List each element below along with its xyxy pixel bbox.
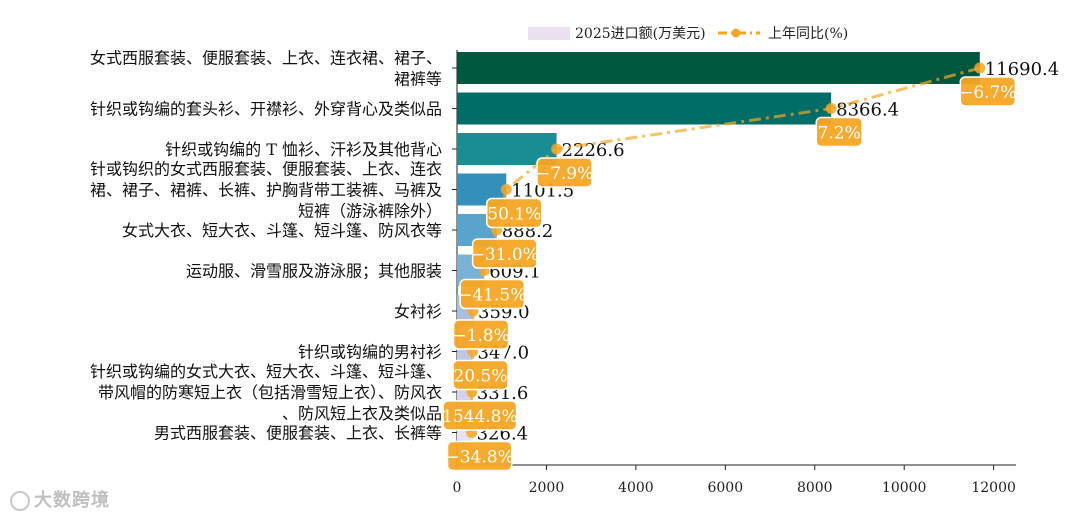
category-label: 带风帽的防寒短上衣（包括滑雪短上衣）、防风衣 bbox=[98, 383, 442, 402]
yoy-label-box bbox=[459, 278, 526, 310]
category-label: 女式大衣、短大衣、斗篷、短斗篷、防风衣等 bbox=[122, 221, 442, 240]
legend-marker-yoy bbox=[731, 28, 741, 38]
bar-value-label: 8366.4 bbox=[836, 100, 899, 121]
category-labels: 女式西服套装、便服套装、上衣、连衣裙、裙子、裙裤等针织或钩编的套头衫、开襟衫、外… bbox=[90, 49, 442, 443]
yoy-label: 20.5% bbox=[454, 367, 508, 387]
category-label: 女衬衫 bbox=[394, 302, 442, 321]
category-label: 女式西服套装、便服套装、上衣、连衣裙、裙子、 bbox=[90, 49, 442, 68]
x-tick-label: 0 bbox=[453, 480, 462, 496]
category-label: 裙、裙子、裙裤、长裤、护胸背带工装裤、马裤及 bbox=[90, 181, 442, 200]
yoy-label: −7.9% bbox=[536, 164, 593, 184]
yoy-marker bbox=[974, 62, 986, 74]
yoy-label: 50.1% bbox=[487, 205, 541, 225]
category-label: 短裤（游泳裤除外） bbox=[298, 202, 442, 221]
x-tick-label: 6000 bbox=[707, 480, 743, 496]
yoy-label-box bbox=[446, 440, 513, 472]
category-label: 针织或钩编的 T 恤衫、汗衫及其他背心 bbox=[165, 140, 442, 159]
category-label: 针织或钩编的男衬衫 bbox=[298, 343, 442, 362]
category-label: 运动服、滑雪服及游泳服；其他服装 bbox=[186, 262, 442, 281]
category-label: 针织或钩编的套头衫、开襟衫、外穿背心及类似品 bbox=[90, 100, 442, 119]
category-label: 男式西服套装、便服套装、上衣、长裤等 bbox=[154, 424, 442, 443]
category-label: 针或钩织的女式西服套装、便服套装、上衣、连衣 bbox=[90, 160, 442, 179]
category-label: 、防风短上衣及类似品 bbox=[282, 404, 442, 423]
yoy-label: −1.8% bbox=[452, 326, 509, 346]
yoy-label-box bbox=[959, 76, 1017, 107]
watermark-text: 大数跨境 bbox=[34, 490, 110, 511]
yoy-label: 7.2% bbox=[818, 124, 861, 144]
yoy-label-box bbox=[442, 400, 518, 431]
yoy-marker bbox=[551, 143, 563, 155]
legend: 2025进口额(万美元) 上年同比(%) bbox=[528, 26, 848, 42]
x-tick-label: 8000 bbox=[797, 480, 833, 496]
yoy-label: −6.7% bbox=[959, 83, 1016, 103]
yoy-label: −31.0% bbox=[471, 245, 539, 265]
watermark: 大数跨境 bbox=[10, 486, 110, 512]
yoy-label-box bbox=[452, 319, 510, 350]
yoy-marker bbox=[500, 184, 512, 195]
x-tick-label: 12000 bbox=[971, 480, 1016, 496]
category-label: 针织或钩编的女式大衣、短大衣、斗篷、短斗篷、 bbox=[90, 362, 442, 381]
x-tick-label: 4000 bbox=[618, 480, 654, 496]
x-tick-label: 2000 bbox=[529, 480, 565, 496]
yoy-labels: −6.7% 7.2% −7.9% 50.1% −31.0% −41.5% −1.8% 20.5… bbox=[442, 76, 1017, 472]
x-tick-label: 10000 bbox=[882, 480, 927, 496]
bar bbox=[457, 52, 980, 84]
yoy-label-box bbox=[815, 116, 863, 148]
yoy-label-box bbox=[452, 359, 509, 391]
yoy-label: −41.5% bbox=[458, 286, 526, 306]
yoy-label-box bbox=[536, 157, 593, 188]
legend-label-yoy: 上年同比(%) bbox=[768, 26, 848, 42]
bar bbox=[457, 92, 832, 125]
yoy-label-box bbox=[486, 197, 543, 229]
yoy-marker bbox=[825, 103, 837, 114]
yoy-label: 1544.8% bbox=[442, 407, 518, 427]
yoy-label-box bbox=[471, 238, 538, 269]
bar-value-label: 11690.4 bbox=[985, 59, 1059, 80]
watermark-logo-icon bbox=[10, 491, 30, 511]
category-label: 裙裤等 bbox=[394, 70, 442, 89]
yoy-label: −34.8% bbox=[445, 448, 513, 468]
legend-label-import: 2025进口额(万美元) bbox=[575, 26, 706, 42]
legend-swatch-import bbox=[528, 27, 570, 40]
